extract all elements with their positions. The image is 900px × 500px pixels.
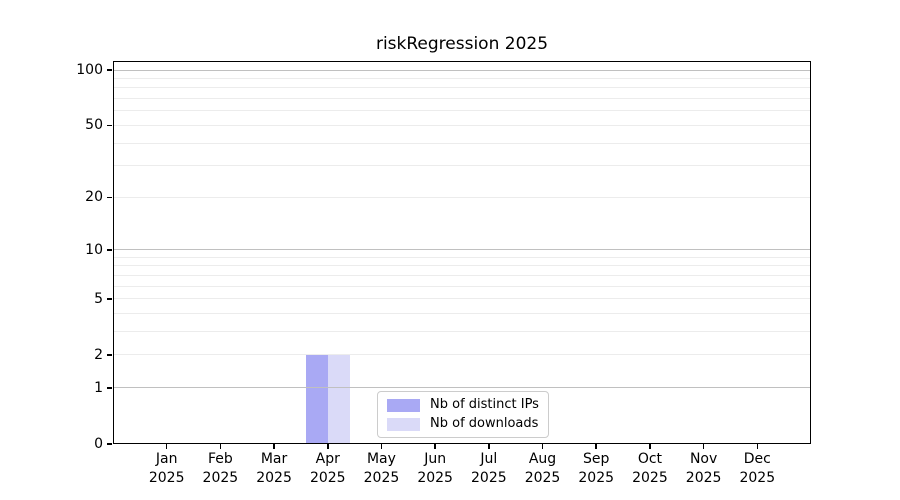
x-tick-month: Jul <box>480 451 498 467</box>
legend-item: Nb of distinct IPs <box>387 398 539 412</box>
y-tick <box>107 196 112 199</box>
y-tick-label: 1 <box>94 379 103 396</box>
x-tick-month: Nov <box>689 451 718 467</box>
x-tick-year: 2025 <box>363 470 400 486</box>
x-tick <box>756 444 759 449</box>
gridline-minor <box>113 313 811 315</box>
x-tick <box>380 444 383 449</box>
y-tick <box>107 387 112 389</box>
gridline-minor <box>113 165 811 167</box>
gridline-minor <box>113 196 811 198</box>
y-tick-label: 2 <box>94 346 103 363</box>
x-tick-month: Jan <box>155 451 178 467</box>
x-tick <box>541 444 544 449</box>
x-tick-year: 2025 <box>632 470 668 486</box>
gridline-minor <box>113 331 811 333</box>
x-tick <box>219 444 222 449</box>
x-tick-month: Oct <box>637 451 663 467</box>
plot-area <box>113 61 811 444</box>
x-tick-label: Jan 2025 <box>135 450 199 488</box>
y-tick <box>107 69 112 71</box>
x-tick <box>488 444 490 449</box>
legend: Nb of distinct IPs Nb of downloads <box>377 391 549 438</box>
gridline-major <box>113 69 811 71</box>
x-tick <box>326 444 329 449</box>
y-tick-label: 0 <box>94 436 103 452</box>
x-tick-year: 2025 <box>148 470 185 486</box>
x-tick-month: Mar <box>260 451 288 467</box>
legend-item: Nb of downloads <box>387 417 539 431</box>
gridline-minor <box>113 285 811 287</box>
gridline-minor <box>113 124 811 126</box>
chart-title: riskRegression 2025 <box>375 34 549 54</box>
gridline-minor <box>113 265 811 267</box>
x-tick <box>273 444 275 449</box>
x-tick-month: Jun <box>424 451 447 467</box>
x-tick-label: Mar 2025 <box>242 450 306 488</box>
x-tick-year: 2025 <box>685 470 722 486</box>
x-tick <box>165 444 168 449</box>
x-tick-year: 2025 <box>309 470 346 486</box>
x-tick-year: 2025 <box>417 470 453 486</box>
x-tick-label: May 2025 <box>349 450 413 488</box>
x-tick <box>434 444 436 449</box>
gridline-minor <box>113 354 811 356</box>
x-tick-year: 2025 <box>578 470 615 486</box>
x-tick <box>649 444 651 449</box>
gridline-minor <box>113 110 811 112</box>
bar-nb-of-distinct-ips-apr <box>305 354 328 444</box>
gridline-minor <box>113 87 811 89</box>
x-tick-year: 2025 <box>202 470 239 486</box>
y-tick <box>107 248 112 251</box>
x-tick-year: 2025 <box>256 470 292 486</box>
x-tick-month: Aug <box>528 451 557 467</box>
y-tick <box>107 298 112 300</box>
gridline-minor <box>113 78 811 80</box>
x-tick-label: Apr 2025 <box>296 450 360 488</box>
y-tick <box>107 354 112 356</box>
gridline-major <box>113 249 811 251</box>
gridline-minor <box>113 298 811 300</box>
x-tick-year: 2025 <box>739 470 776 486</box>
gridline-minor <box>113 142 811 144</box>
legend-label: Nb of downloads <box>430 416 539 431</box>
x-tick-month: May <box>366 451 396 467</box>
gridline-minor <box>113 256 811 258</box>
x-tick <box>595 444 598 449</box>
x-tick-label: Feb 2025 <box>188 450 252 488</box>
bar-nb-of-downloads-apr <box>327 354 350 444</box>
x-tick <box>702 444 705 449</box>
y-tick-label: 100 <box>76 62 103 79</box>
y-tick-label: 20 <box>85 189 103 206</box>
y-tick-label: 50 <box>85 117 103 134</box>
x-tick-month: Sep <box>583 451 610 467</box>
y-tick-label: 10 <box>85 241 103 258</box>
y-tick <box>107 124 112 127</box>
x-tick-month: Apr <box>315 451 340 467</box>
x-tick-month: Dec <box>743 451 771 467</box>
x-tick-label: Sep 2025 <box>564 450 628 488</box>
x-tick-year: 2025 <box>524 470 561 486</box>
gridline-minor <box>113 275 811 277</box>
x-tick-year: 2025 <box>471 470 507 486</box>
gridline-minor <box>113 98 811 100</box>
x-tick-label: Aug 2025 <box>511 450 575 488</box>
x-tick-label: Oct 2025 <box>618 450 682 488</box>
x-tick-label: Dec 2025 <box>725 450 789 488</box>
x-tick-label: Jun 2025 <box>403 450 467 488</box>
x-tick-label: Jul 2025 <box>457 450 521 488</box>
legend-label: Nb of distinct IPs <box>430 397 539 412</box>
x-tick-label: Nov 2025 <box>672 450 736 488</box>
gridline-major <box>113 387 811 389</box>
legend-swatch-nb-of-downloads <box>387 417 420 431</box>
y-tick-label: 5 <box>94 290 103 307</box>
legend-swatch-nb-of-distinct-ips <box>387 398 420 412</box>
y-tick <box>107 443 112 445</box>
x-tick-month: Feb <box>207 451 233 467</box>
